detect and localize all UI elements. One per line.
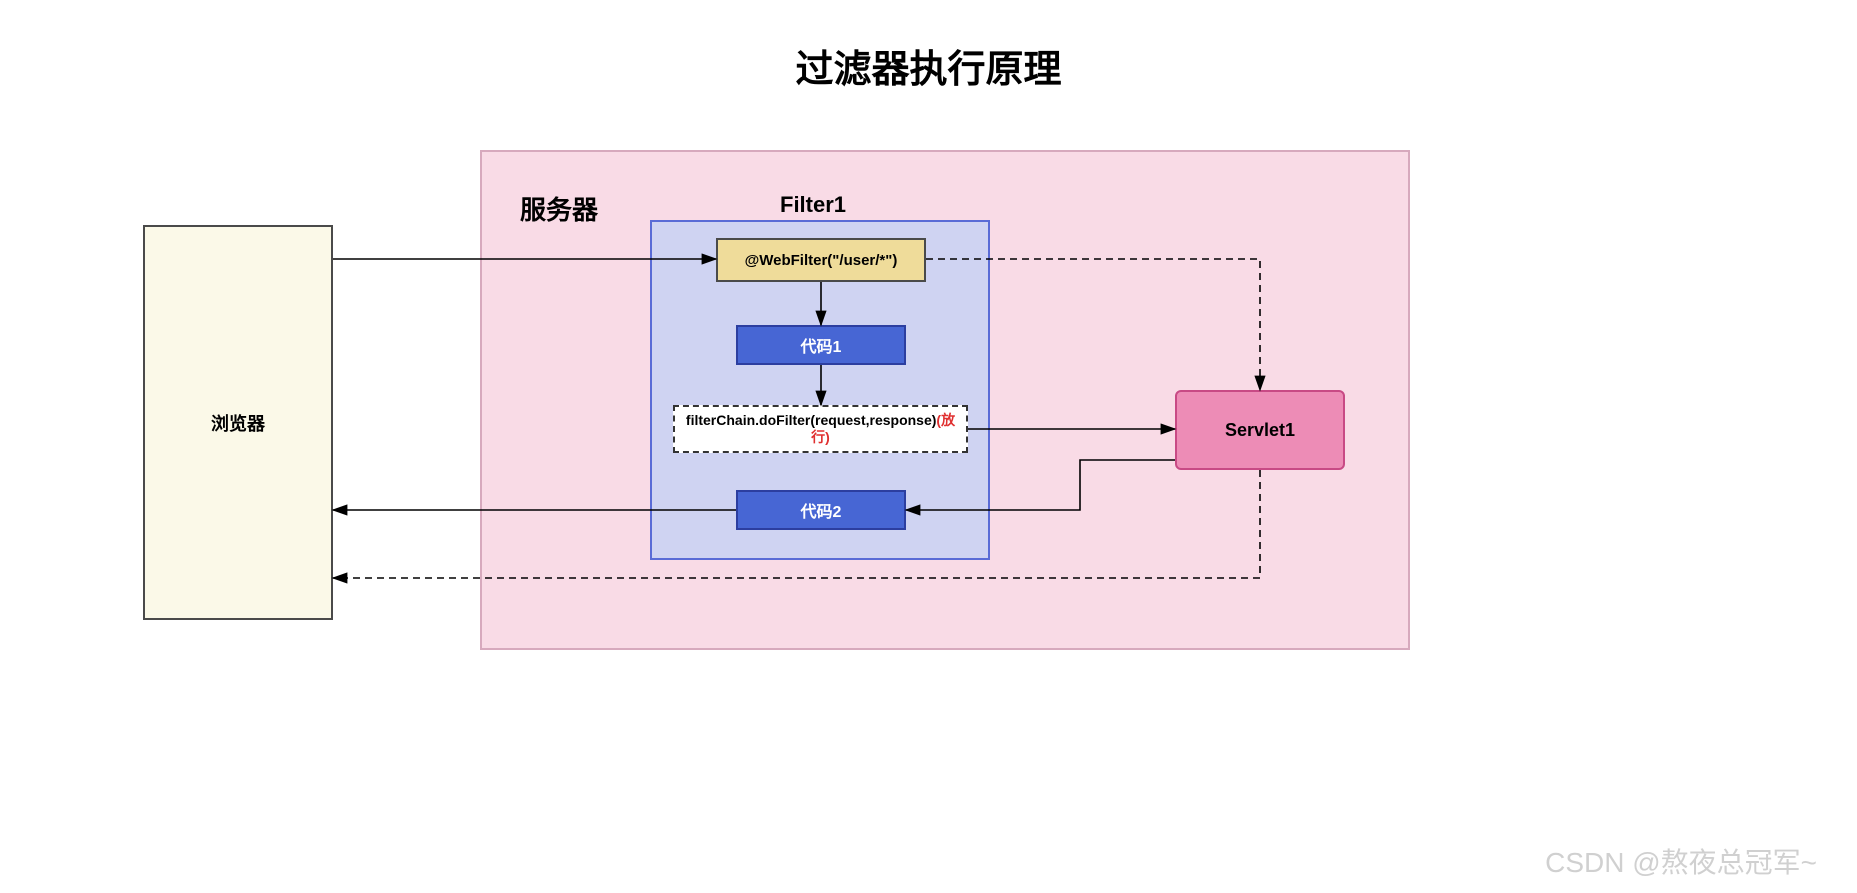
code1-box: 代码1	[736, 325, 906, 365]
diagram-title: 过滤器执行原理	[0, 38, 1857, 93]
filter-label: Filter1	[780, 192, 846, 218]
servlet-text: Servlet1	[1225, 420, 1295, 441]
browser-text: 浏览器	[211, 410, 265, 436]
code2-text: 代码2	[801, 498, 842, 522]
code2-box: 代码2	[736, 490, 906, 530]
watermark-text: CSDN @熬夜总冠军~	[1545, 841, 1817, 881]
webfilter-box: @WebFilter("/user/*")	[716, 238, 926, 282]
servlet-box: Servlet1	[1175, 390, 1345, 470]
dofilter-box: filterChain.doFilter(request,response)(放…	[673, 405, 968, 453]
webfilter-text: @WebFilter("/user/*")	[745, 252, 898, 269]
browser-box: 浏览器	[143, 225, 333, 620]
dofilter-main-text: filterChain.doFilter(request,response)	[686, 412, 936, 428]
server-label: 服务器	[520, 190, 598, 227]
code1-text: 代码1	[801, 333, 842, 357]
